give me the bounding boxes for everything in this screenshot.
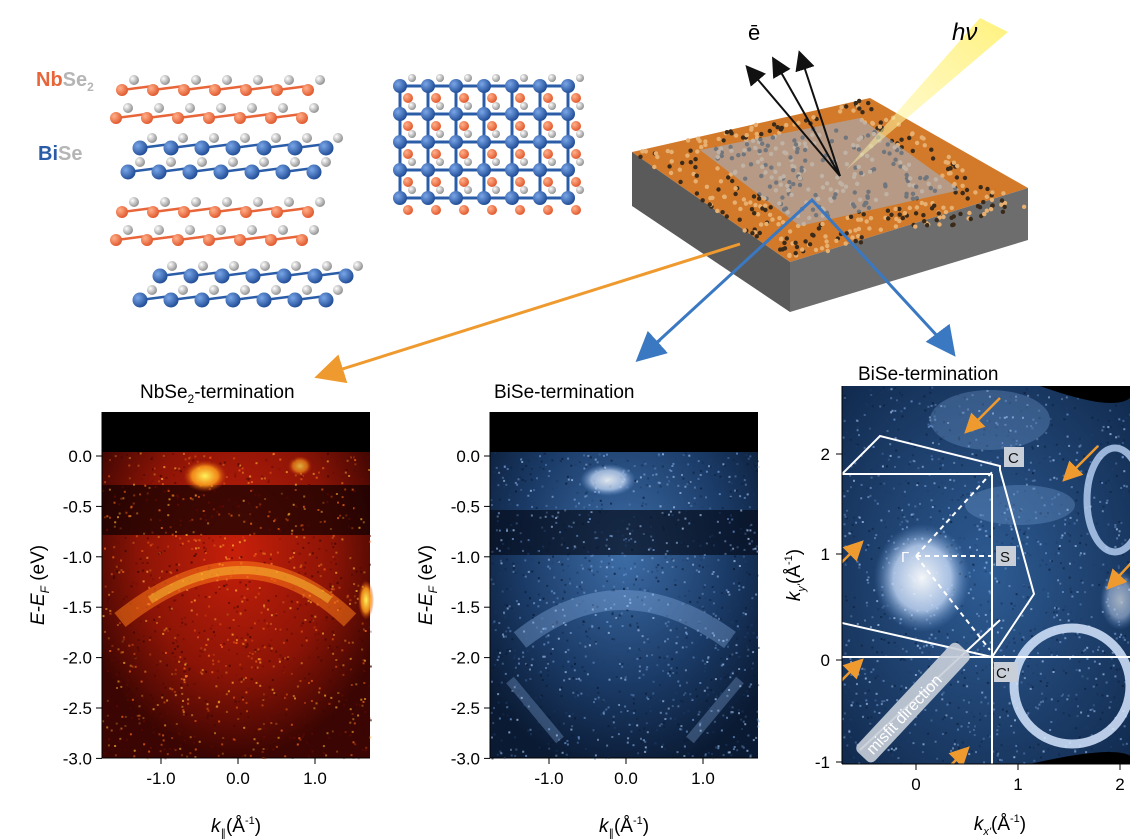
photon-label: hν bbox=[952, 19, 977, 46]
k-tick-label: -1.0 bbox=[534, 769, 563, 788]
energy-tick-label: 0.0 bbox=[456, 447, 480, 466]
energy-tick-label: -1.0 bbox=[451, 548, 480, 567]
energy-tick-label: -3.0 bbox=[451, 749, 480, 768]
k-axis-label-p2: k∥(Å-1) bbox=[599, 815, 649, 839]
k-tick-label: 0.0 bbox=[614, 769, 638, 788]
energy-tick-label: -1.5 bbox=[451, 598, 480, 617]
kx-axis-label: kx'(Å-1) bbox=[974, 813, 1026, 838]
energy-tick-label: -1.0 bbox=[63, 548, 92, 567]
electron-arrow-3 bbox=[795, 50, 841, 177]
energy-ticks-p1: 0.0 -0.5 -1.0 -1.5 -2.0 -2.5 -3.0 bbox=[63, 447, 102, 768]
energy-tick-label: 0.0 bbox=[68, 447, 92, 466]
energy-axis-label-p2: E-EF (eV) bbox=[416, 545, 440, 625]
ky-tick-label: -1 bbox=[815, 753, 830, 772]
electron-arrow-2 bbox=[772, 56, 841, 177]
energy-tick-label: -2.5 bbox=[63, 699, 92, 718]
arpes-panel-nbse2: 0.0 -0.5 -1.0 -1.5 -2.0 -2.5 -3.0 -1.0 0.0 1.0 bbox=[63, 412, 374, 788]
ky-tick-label: 1 bbox=[821, 545, 830, 564]
panel-title-nbse2: NbSe2-termination bbox=[140, 382, 295, 406]
ky-tick-label: 0 bbox=[821, 651, 830, 670]
ky-tick-label: 2 bbox=[821, 445, 830, 464]
brillouin-zone-lines bbox=[842, 434, 1130, 764]
kx-tick-label: 1 bbox=[1013, 775, 1022, 794]
orange-pointer-arrows bbox=[842, 397, 1130, 764]
energy-tick-label: -2.0 bbox=[63, 649, 92, 668]
nbse2-termination-arrow bbox=[314, 242, 741, 384]
bz-point-labels: C S Γ C' bbox=[901, 447, 1024, 682]
panel-title-bise-1: BiSe-termination bbox=[494, 382, 634, 403]
electron-label: ē bbox=[748, 20, 760, 45]
kx-ticks: 0 1 2 bbox=[911, 764, 1125, 794]
bise-termination-arrows bbox=[638, 197, 954, 360]
photon-beam bbox=[846, 18, 1008, 170]
crystal-structure-top-view bbox=[393, 74, 584, 215]
energy-ticks-p2: 0.0 -0.5 -1.0 -1.5 -2.0 -2.5 -3.0 bbox=[451, 447, 490, 768]
energy-tick-label: -0.5 bbox=[451, 497, 480, 516]
k-axis-label-p1: k∥(Å-1) bbox=[211, 815, 261, 839]
energy-tick-label: -2.5 bbox=[451, 699, 480, 718]
k-tick-label: 1.0 bbox=[691, 769, 715, 788]
k-tick-label: 0.0 bbox=[226, 769, 250, 788]
k-ticks-p2: -1.0 0.0 1.0 bbox=[534, 758, 715, 788]
kx-tick-label: 2 bbox=[1115, 775, 1124, 794]
nbse2-label: NbSe2 bbox=[36, 69, 94, 94]
energy-tick-label: -3.0 bbox=[63, 749, 92, 768]
k-ticks-p1: -1.0 0.0 1.0 bbox=[146, 758, 327, 788]
electron-arrow-1 bbox=[745, 64, 841, 177]
arpes-panel-bise: 0.0 -0.5 -1.0 -1.5 -2.0 -2.5 -3.0 -1.0 0.0 1.0 bbox=[451, 412, 760, 788]
panel-title-bise-2: BiSe-termination bbox=[858, 364, 998, 385]
k-tick-label: -1.0 bbox=[146, 769, 175, 788]
ky-ticks: 2 1 0 -1 bbox=[815, 445, 842, 772]
energy-tick-label: -1.5 bbox=[63, 598, 92, 617]
ky-axis-label: ky'(Å-1) bbox=[783, 549, 808, 601]
energy-tick-label: -0.5 bbox=[63, 497, 92, 516]
sample-slab-schematic: ē hν bbox=[632, 18, 1028, 312]
energy-axis-label-p1: E-EF (eV) bbox=[28, 545, 52, 625]
crystal-structure-side-view bbox=[110, 75, 363, 308]
kx-tick-label: 0 bbox=[911, 775, 920, 794]
energy-tick-label: -2.0 bbox=[451, 649, 480, 668]
k-tick-label: 1.0 bbox=[303, 769, 327, 788]
bise-label: BiSe bbox=[38, 143, 82, 165]
